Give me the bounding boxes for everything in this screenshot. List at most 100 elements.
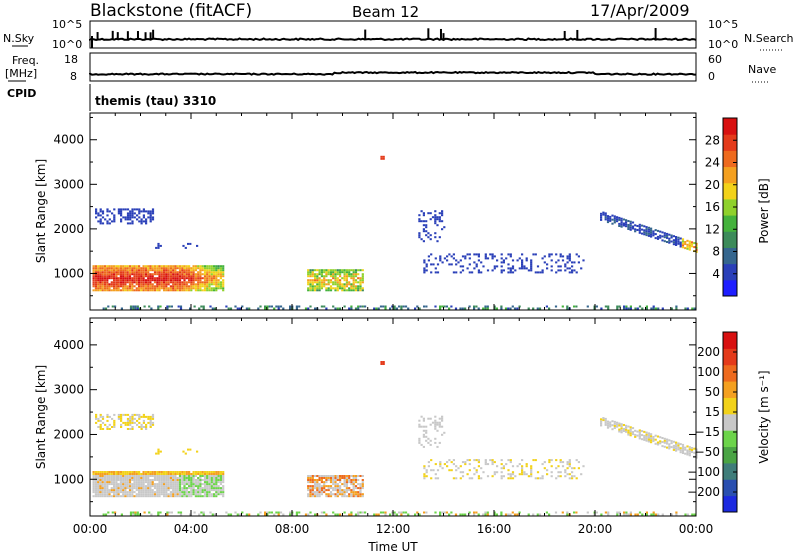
- data-cell: [160, 277, 163, 280]
- data-cell: [248, 513, 251, 516]
- data-cell: [670, 236, 673, 239]
- data-cell: [151, 218, 155, 221]
- data-cell: [609, 217, 612, 220]
- data-cell: [92, 283, 95, 286]
- data-cell: [425, 269, 428, 272]
- data-cell: [176, 483, 179, 486]
- data-cell: [131, 287, 134, 290]
- data-cell: [332, 269, 335, 272]
- data-cell: [126, 269, 129, 272]
- data-cell: [208, 271, 211, 274]
- data-cell: [638, 433, 641, 436]
- data-cell: [227, 513, 230, 516]
- data-cell: [136, 513, 139, 516]
- data-cell: [282, 307, 285, 310]
- data-cell: [94, 487, 97, 490]
- data-cell: [177, 511, 180, 514]
- data-cell: [183, 473, 186, 475]
- data-cell: [124, 493, 127, 496]
- data-cell: [99, 428, 102, 430]
- data-cell: [311, 481, 314, 484]
- data-cell: [97, 281, 100, 284]
- data-cell: [208, 287, 211, 290]
- data-cell: [188, 267, 191, 270]
- data-cell: [495, 307, 498, 310]
- data-cell: [219, 475, 222, 477]
- data-cell: [427, 441, 430, 444]
- data-cell: [153, 271, 157, 274]
- data-cell: [239, 307, 242, 310]
- data-cell: [199, 273, 202, 276]
- data-cell: [357, 495, 360, 498]
- data-cell: [318, 483, 321, 486]
- data-cell: [147, 477, 150, 479]
- data-cell: [215, 275, 218, 278]
- data-cell: [345, 481, 348, 484]
- data-cell: [140, 415, 143, 418]
- data-cell: [194, 277, 197, 280]
- data-cell: [666, 446, 669, 449]
- data-cell: [103, 287, 107, 290]
- data-cell: [645, 305, 648, 308]
- data-cell: [140, 423, 143, 426]
- data-cell: [600, 307, 603, 310]
- data-cell: [455, 469, 458, 472]
- data-cell: [101, 481, 104, 484]
- data-cell: [622, 430, 625, 432]
- data-cell: [477, 461, 480, 464]
- data-cell: [144, 473, 147, 475]
- data-cell: [323, 489, 326, 492]
- data-cell: [314, 287, 317, 290]
- data-cell: [511, 511, 514, 514]
- data-cell: [459, 307, 462, 310]
- data-cell: [138, 495, 141, 498]
- data-cell: [201, 471, 204, 473]
- data-cell: [395, 307, 398, 310]
- data-cell: [159, 450, 162, 453]
- data-cell: [95, 413, 98, 416]
- data-cell: [343, 477, 346, 479]
- data-cell: [188, 273, 191, 276]
- data-cell: [354, 477, 358, 479]
- data-cell: [103, 483, 107, 486]
- data-cell: [165, 279, 168, 282]
- data-cell: [117, 489, 120, 492]
- data-cell: [688, 248, 691, 251]
- data-cell: [273, 513, 276, 516]
- data-cell: [509, 267, 512, 270]
- data-cell: [108, 489, 111, 492]
- data-cell: [629, 430, 632, 433]
- data-cell: [343, 511, 346, 514]
- colorbar-swatch: [723, 495, 737, 513]
- data-cell: [142, 214, 145, 217]
- data-cell: [188, 265, 191, 268]
- data-cell: [647, 228, 650, 231]
- data-cell: [182, 244, 185, 247]
- data-cell: [329, 481, 333, 484]
- data-cell: [194, 289, 197, 292]
- nave-label: Nave: [748, 63, 776, 76]
- data-cell: [108, 495, 111, 498]
- data-cell: [133, 267, 136, 270]
- data-cell: [101, 273, 104, 276]
- data-cell: [206, 271, 209, 274]
- data-cell: [618, 428, 621, 431]
- data-cell: [103, 279, 107, 282]
- data-cell: [188, 281, 191, 284]
- data-cell: [423, 267, 426, 270]
- data-cell: [521, 465, 524, 468]
- data-cell: [140, 210, 143, 213]
- data-cell: [210, 267, 213, 270]
- data-cell: [119, 483, 122, 486]
- data-cell: [429, 218, 432, 221]
- data-cell: [131, 491, 134, 494]
- data-cell: [548, 253, 551, 256]
- data-cell: [185, 275, 188, 278]
- data-cell: [509, 269, 512, 272]
- data-cell: [604, 305, 607, 308]
- data-cell: [165, 477, 168, 479]
- data-cell: [99, 269, 102, 272]
- data-cell: [199, 265, 202, 268]
- data-cell: [641, 438, 644, 441]
- data-cell: [511, 259, 515, 262]
